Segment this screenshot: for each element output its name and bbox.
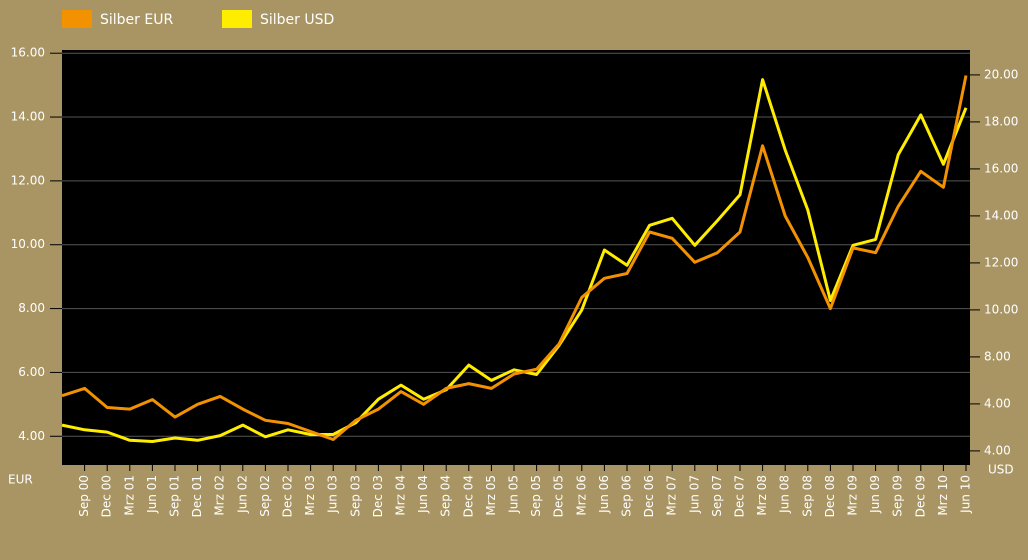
x-tick-label: Dec 03 bbox=[371, 475, 385, 517]
x-tick-label: Dec 00 bbox=[100, 475, 114, 517]
y2-tick-label: 14.00 bbox=[984, 208, 1018, 222]
y-tick-label: 8.00 bbox=[18, 301, 45, 315]
x-tick-label: Dec 04 bbox=[461, 475, 475, 517]
x-tick-label: Jun 10 bbox=[959, 475, 973, 514]
x-tick-label: Sep 07 bbox=[710, 475, 724, 517]
x-tick-label: Dec 06 bbox=[642, 475, 656, 517]
x-tick-label: Mrz 08 bbox=[755, 475, 769, 516]
x-tick-label: Mrz 01 bbox=[122, 475, 136, 516]
x-tick-label: Dec 01 bbox=[190, 475, 204, 517]
x-tick-label: Jun 05 bbox=[507, 475, 521, 514]
line bbox=[61, 75, 968, 441]
x-tick-label: Mrz 07 bbox=[665, 475, 679, 516]
x-tick-label: Jun 07 bbox=[687, 475, 701, 514]
x-tick-label: Jun 01 bbox=[145, 475, 159, 514]
y2-tick-label: 10.00 bbox=[984, 302, 1018, 316]
y-tick-label: 4.00 bbox=[18, 429, 45, 443]
x-tick-label: Dec 08 bbox=[823, 475, 837, 517]
y-tick-label: 6.00 bbox=[18, 365, 45, 379]
x-tick-label: Mrz 04 bbox=[394, 475, 408, 516]
x-tick-label: Jun 03 bbox=[326, 475, 340, 514]
y-tick-label: 10.00 bbox=[11, 237, 45, 251]
legend-label: Silber EUR bbox=[100, 12, 173, 28]
x-tick-label: Jun 02 bbox=[235, 475, 249, 514]
x-tick-label: Sep 05 bbox=[529, 475, 543, 517]
legend-label: Silber USD bbox=[260, 12, 334, 28]
x-tick-label: Sep 09 bbox=[891, 475, 905, 517]
x-tick-label: Jun 09 bbox=[868, 475, 882, 514]
x-tick-label: Sep 02 bbox=[258, 475, 272, 517]
x-tick-label: Mrz 09 bbox=[846, 475, 860, 516]
x-tick-label: Dec 02 bbox=[281, 475, 295, 517]
y2-tick-label: 18.00 bbox=[984, 114, 1018, 128]
x-tick-label: Mrz 05 bbox=[484, 475, 498, 516]
y2-tick-label: 16.00 bbox=[984, 161, 1018, 175]
y2-tick-label: 4.00 bbox=[984, 443, 1011, 457]
x-tick-label: Mrz 10 bbox=[936, 475, 950, 516]
legend-swatch bbox=[222, 10, 252, 28]
line bbox=[61, 78, 968, 443]
x-tick-label: Sep 04 bbox=[439, 475, 453, 517]
y2-tick-label: 4.00 bbox=[984, 396, 1011, 410]
y-tick-label: 14.00 bbox=[11, 110, 45, 124]
y2-tick-label: 8.00 bbox=[984, 349, 1011, 363]
x-tick-label: Mrz 06 bbox=[574, 475, 588, 516]
x-tick-label: Sep 06 bbox=[620, 475, 634, 517]
y2-tick-label: 20.00 bbox=[984, 67, 1018, 81]
x-tick-label: Sep 01 bbox=[168, 475, 182, 517]
y-tick-label: 12.00 bbox=[11, 173, 45, 187]
x-tick-label: Jun 04 bbox=[416, 475, 430, 514]
x-tick-label: Sep 08 bbox=[800, 475, 814, 517]
y2-tick-label: 12.00 bbox=[984, 255, 1018, 269]
x-tick-label: Dec 05 bbox=[552, 475, 566, 517]
x-tick-label: Jun 06 bbox=[597, 475, 611, 514]
x-tick-label: Sep 03 bbox=[348, 475, 362, 517]
x-tick-label: Dec 07 bbox=[733, 475, 747, 517]
x-tick-label: Jun 08 bbox=[778, 475, 792, 514]
y-axis-label: EUR bbox=[8, 473, 33, 487]
y-tick-label: 16.00 bbox=[11, 46, 45, 60]
y2-axis-label: USD bbox=[988, 463, 1014, 477]
x-tick-label: Dec 09 bbox=[913, 475, 927, 517]
x-tick-label: Mrz 02 bbox=[213, 475, 227, 516]
x-tick-label: Mrz 03 bbox=[303, 475, 317, 516]
legend-swatch bbox=[62, 10, 92, 28]
x-tick-label: Sep 00 bbox=[77, 475, 91, 517]
